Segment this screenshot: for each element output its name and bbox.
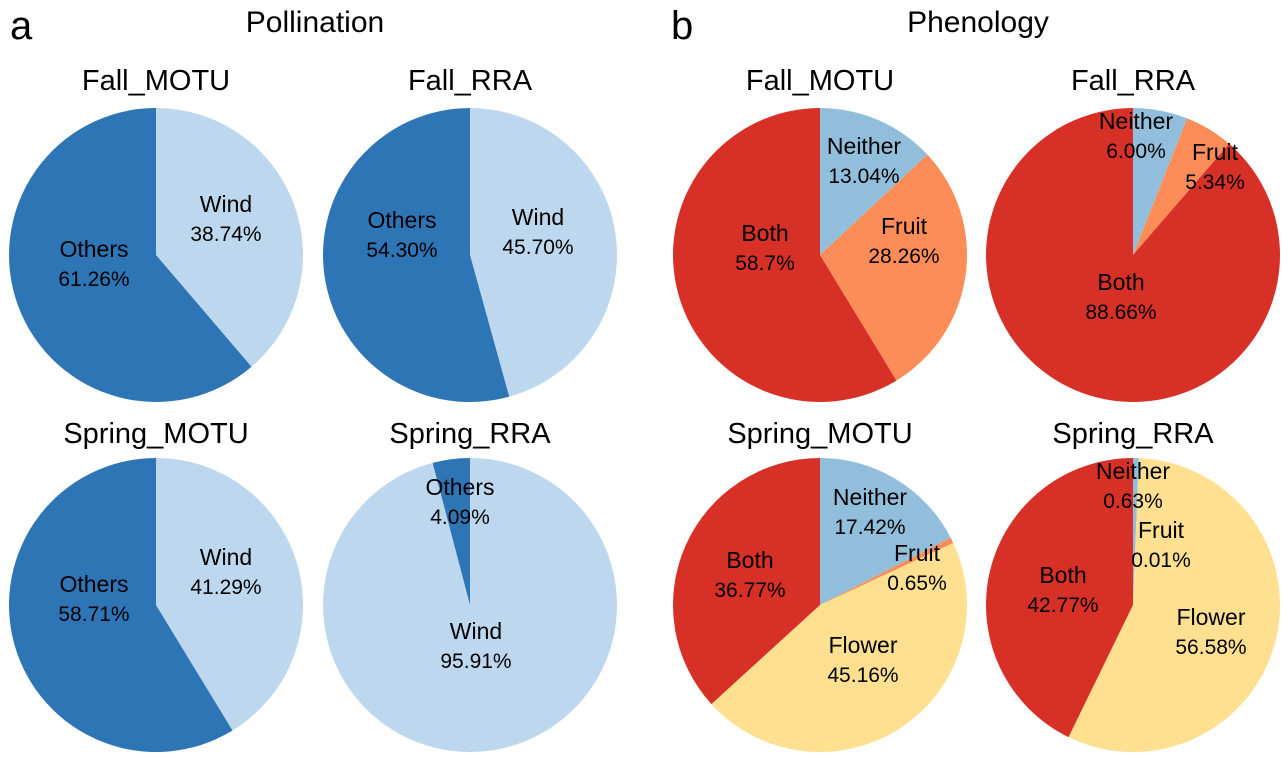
slice-label-wind: Wind (200, 191, 252, 217)
slice-label-others: Others (59, 571, 128, 597)
panel-letter-a: a (10, 4, 33, 48)
slice-value-neither: 6.00% (1106, 140, 1166, 163)
slice-label-fruit: Fruit (881, 213, 928, 239)
panel-title-phenology: Phenology (907, 6, 1049, 39)
pie-slice-others (323, 108, 510, 403)
pie-slice-fruit (1133, 458, 1139, 605)
pie-title: Fall_MOTU (746, 65, 894, 97)
pie-title: Fall_MOTU (82, 65, 230, 97)
pie-slice-both (986, 108, 1281, 402)
pie-slice-others (8, 458, 233, 752)
pie-slice-wind (156, 458, 303, 731)
slice-label-fruit: Fruit (1192, 139, 1239, 165)
slice-label-neither: Neither (1096, 458, 1170, 484)
pie-title: Fall_RRA (408, 65, 533, 97)
pie-slice-wind (156, 108, 304, 367)
pie-b-fall-motu: Fall_MOTU Neither 13.04% Fruit 28.26% Both 58.… (672, 65, 967, 402)
pie-slice-fruit (1133, 118, 1230, 255)
panel-letter-b: b (671, 4, 694, 48)
slice-value-fruit: 0.01% (1131, 549, 1191, 572)
panel-title-pollination: Pollination (245, 6, 385, 39)
slice-value-wind: 38.74% (190, 223, 261, 246)
slice-value-neither: 0.63% (1103, 490, 1163, 513)
slice-label-fruit: Fruit (894, 540, 941, 566)
pie-slice-others (9, 108, 252, 402)
pie-a-spring-rra: Spring_RRA Wind 95.91% Others 4.09% (323, 418, 618, 753)
slice-value-wind: 45.70% (502, 236, 573, 259)
pie-b-spring-rra: Spring_RRA Neither 0.63% Fruit 0.01% Flower 56… (985, 418, 1280, 753)
slice-value-others: 58.71% (58, 603, 129, 626)
pie-slice-neither (820, 108, 928, 255)
slice-label-others: Others (425, 474, 494, 500)
pie-slice-flower (711, 543, 967, 752)
pie-title: Spring_MOTU (63, 418, 248, 450)
pie-b-fall-rra: Fall_RRA Neither 6.00% Fruit 5.34% Both 88.66% (986, 65, 1281, 402)
slice-value-flower: 56.58% (1175, 636, 1246, 659)
slice-value-neither: 17.42% (834, 516, 905, 539)
pie-slice-neither (1133, 458, 1139, 605)
slice-value-others: 61.26% (58, 268, 129, 291)
slice-value-others: 4.09% (430, 506, 490, 529)
slice-label-others: Others (367, 207, 436, 233)
slice-label-both: Both (726, 547, 773, 573)
slice-label-fruit: Fruit (1138, 517, 1185, 543)
slice-label-wind: Wind (512, 204, 564, 230)
slice-value-flower: 45.16% (827, 664, 898, 687)
pie-slice-wind (470, 107, 618, 397)
pie-slice-wind (323, 458, 618, 753)
slice-label-flower: Flower (1176, 604, 1245, 630)
pie-slice-fruit (820, 154, 967, 381)
pie-a-spring-motu: Spring_MOTU Wind 41.29% Others 58.71% (8, 418, 303, 752)
pie-slice-fruit (820, 537, 954, 605)
slice-value-fruit: 5.34% (1185, 171, 1245, 194)
slice-label-flower: Flower (828, 632, 897, 658)
pie-slice-both (985, 457, 1133, 738)
slice-value-wind: 95.91% (440, 650, 511, 673)
slice-label-neither: Neither (1099, 108, 1173, 134)
slice-value-neither: 13.04% (828, 165, 899, 188)
slice-value-both: 58.7% (735, 252, 795, 275)
pie-slice-both (673, 458, 820, 705)
slice-label-both: Both (1039, 562, 1086, 588)
slice-label-both: Both (1097, 269, 1144, 295)
slice-value-both: 88.66% (1085, 301, 1156, 324)
slice-value-both: 42.77% (1027, 594, 1098, 617)
pie-slice-flower (1068, 458, 1280, 753)
slice-value-both: 36.77% (714, 579, 785, 602)
pie-slice-both (672, 107, 897, 402)
slice-label-neither: Neither (827, 133, 901, 159)
pie-slice-neither (1133, 108, 1188, 255)
pie-b-spring-motu: Spring_MOTU Neither 17.42%Fruit 0.65% Flower… (673, 418, 967, 752)
pie-title: Fall_RRA (1071, 65, 1196, 97)
slice-value-others: 54.30% (366, 239, 437, 262)
slice-label-both: Both (741, 220, 788, 246)
slice-value-wind: 41.29% (190, 576, 261, 599)
pie-slice-neither (820, 458, 951, 605)
slice-value-fruit: 0.65% (887, 572, 947, 595)
pie-a-fall-rra: Fall_RRA Wind 45.70% Others 54.30% (323, 65, 618, 403)
slice-label-wind: Wind (200, 544, 252, 570)
slice-label-others: Others (59, 236, 128, 262)
pie-slice-others (432, 458, 470, 605)
pie-title: Spring_MOTU (727, 418, 912, 450)
pie-title: Spring_RRA (1052, 418, 1214, 450)
pie-title: Spring_RRA (389, 418, 551, 450)
slice-value-fruit: 28.26% (868, 245, 939, 268)
slice-label-wind: Wind (450, 618, 502, 644)
slice-label-neither: Neither (833, 484, 907, 510)
pie-a-fall-motu: Fall_MOTU Wind 38.74% Others 61.26% (9, 65, 304, 402)
